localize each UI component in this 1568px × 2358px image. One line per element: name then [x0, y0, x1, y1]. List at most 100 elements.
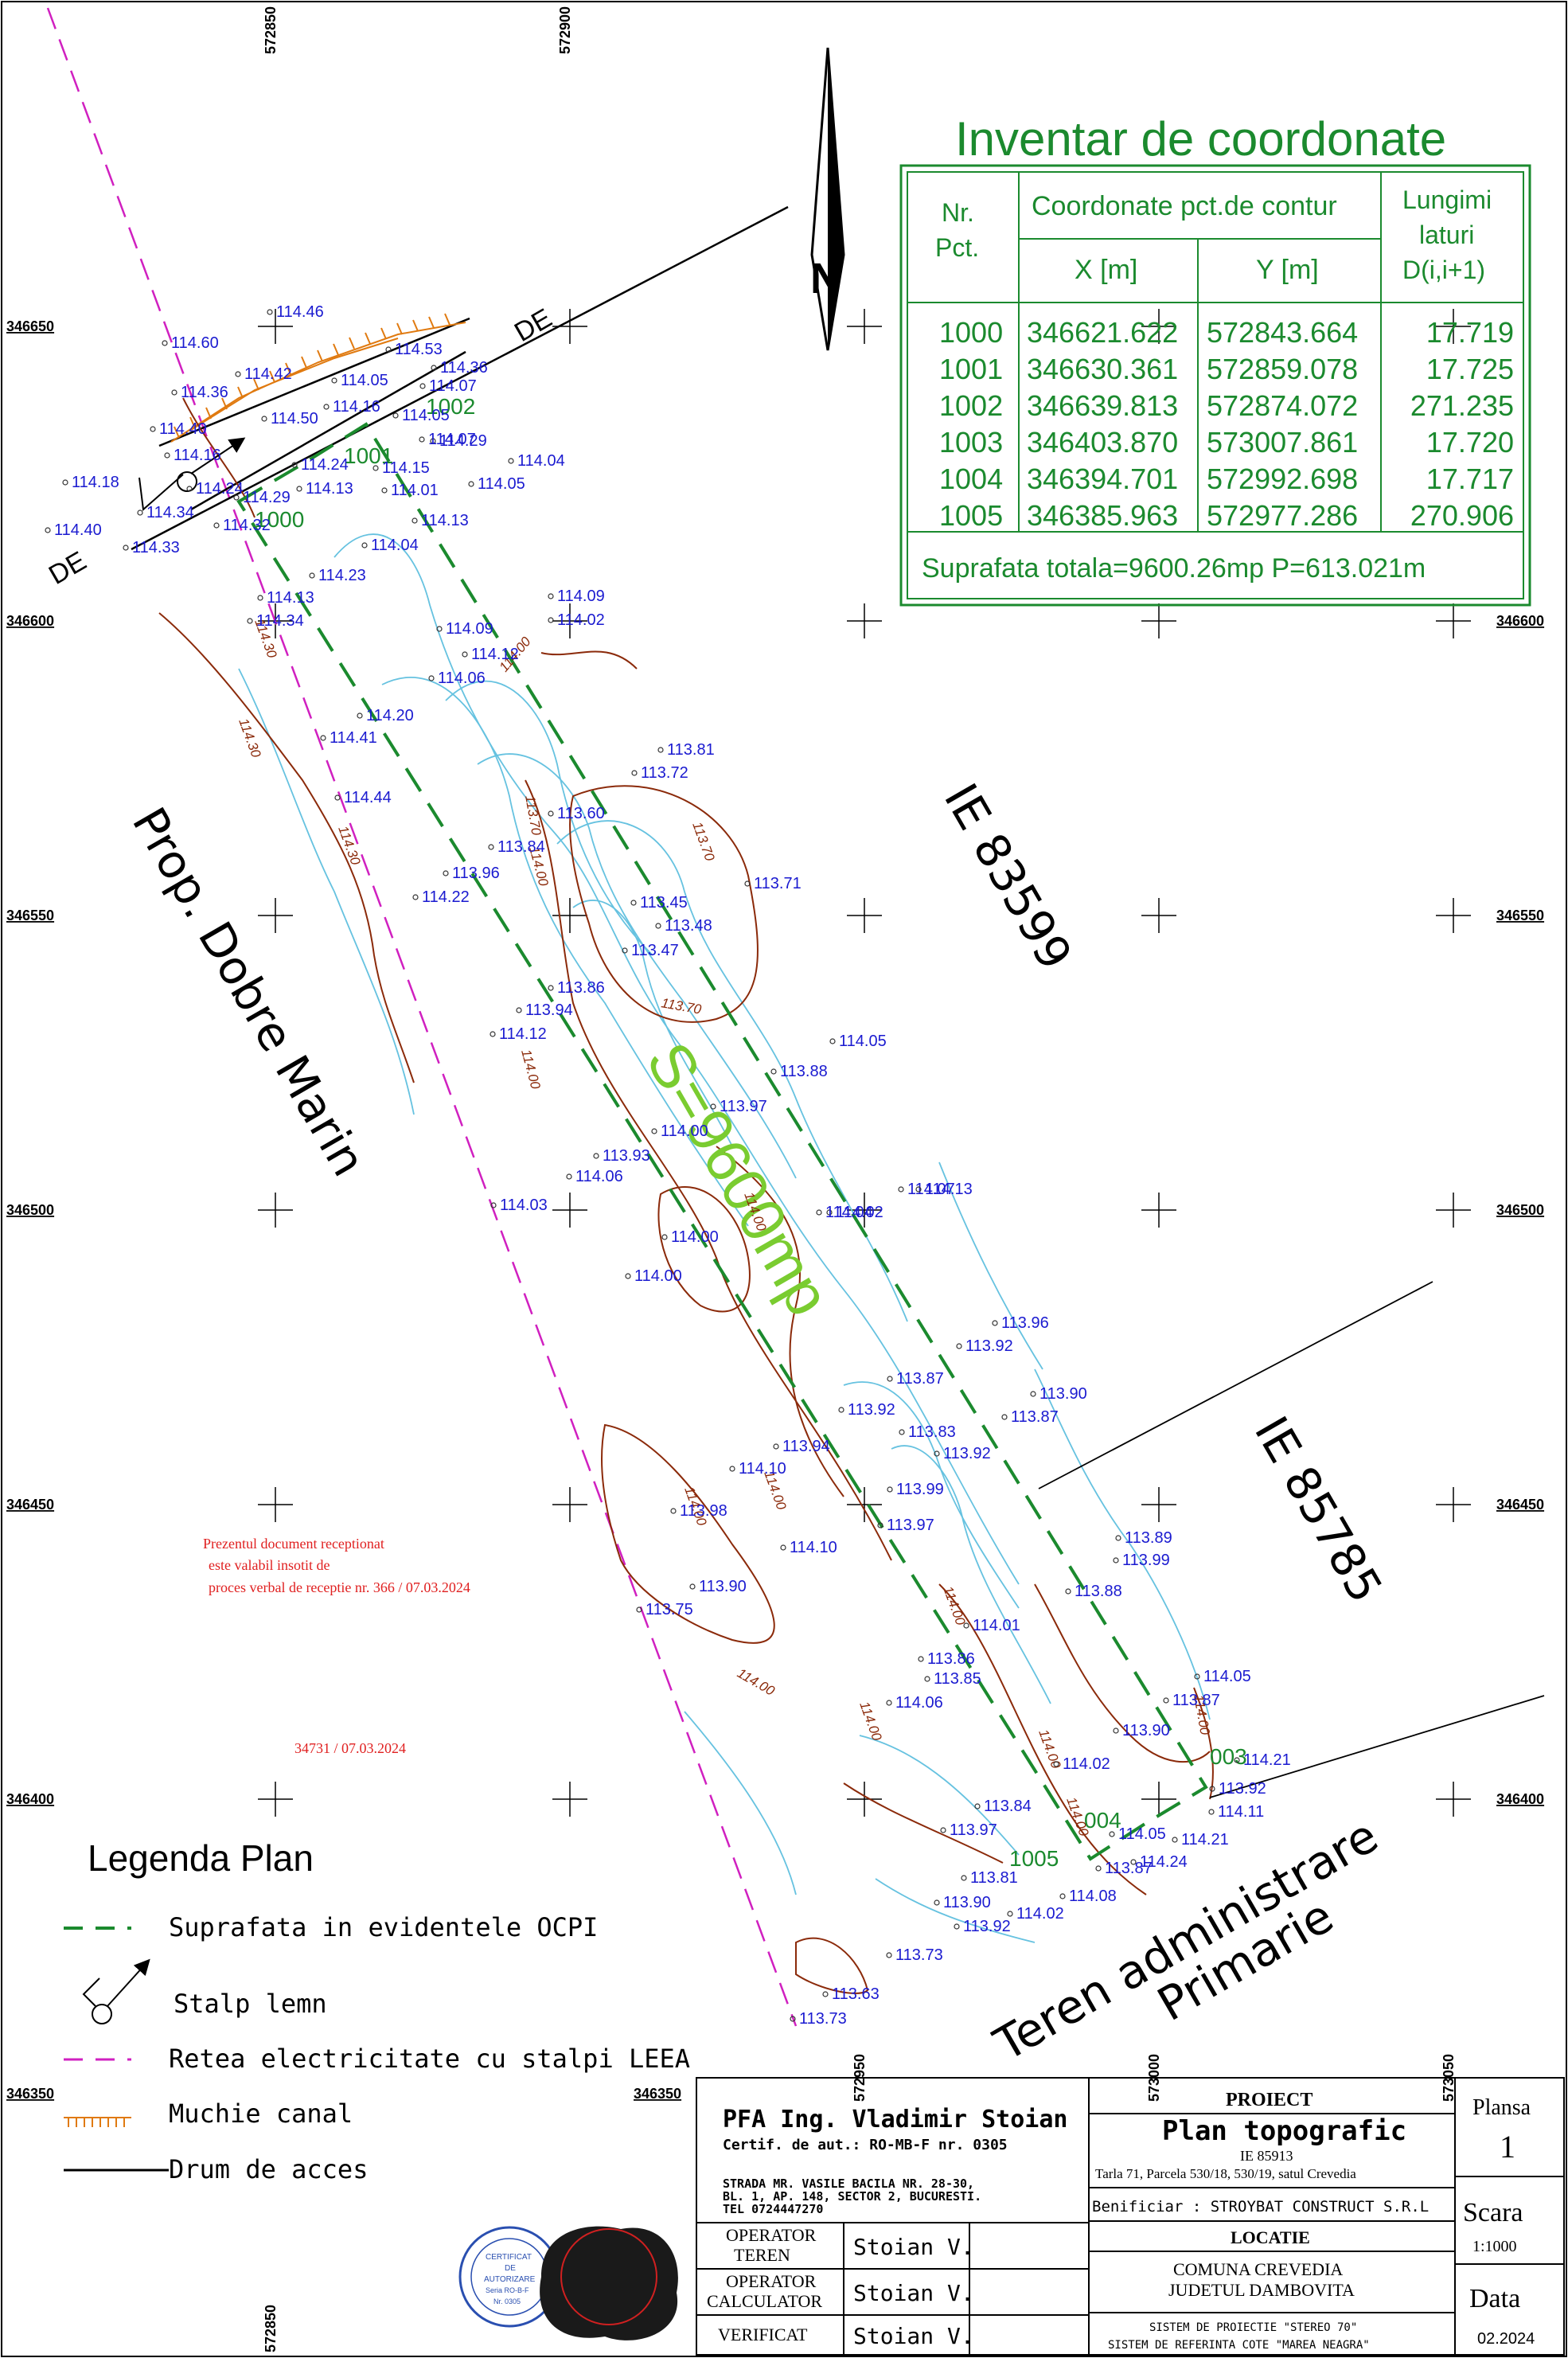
project-title: Plan topografic	[1162, 2115, 1406, 2147]
spot-height-marker	[1007, 1911, 1013, 1917]
spot-height-label: 114.04	[825, 1204, 873, 1221]
spot-height-marker	[162, 340, 168, 346]
project-label: PROIECT	[1226, 2090, 1313, 2110]
spot-height-marker	[710, 1103, 716, 1110]
scale-label: Scara	[1463, 2198, 1523, 2227]
spot-height-marker	[877, 1522, 883, 1528]
inventory-row-nr: 1003	[939, 426, 1003, 459]
spot-height-label: 114.53	[395, 341, 443, 358]
spot-height-label: 114.21	[1243, 1751, 1291, 1769]
grid-y-label: 346500	[1496, 1202, 1544, 1218]
reception-note-line-2: este valabil insotit de	[209, 1557, 330, 1573]
spot-height-label: 113.93	[603, 1147, 650, 1165]
operator-calc-label-2: CALCULATOR	[707, 2291, 822, 2311]
spot-height-marker	[940, 1827, 946, 1833]
spot-height-label: 113.99	[896, 1481, 944, 1498]
spot-height-marker	[655, 923, 661, 929]
inventory-row-length: 17.719	[1426, 316, 1514, 349]
spot-height-label: 113.97	[950, 1821, 997, 1839]
legend-item-pole: Stalp lemn	[174, 1989, 327, 2019]
legend-item-parcel: Suprafata in evidentele OCPI	[169, 1912, 598, 1942]
spot-height-marker	[1172, 1837, 1178, 1843]
location-commune: COMUNA CREVEDIA	[1173, 2259, 1343, 2279]
spot-height-label: 114.21	[1181, 1831, 1229, 1849]
spot-height-label: 114.02	[1016, 1905, 1064, 1923]
legend-title: Legenda Plan	[88, 1837, 314, 1879]
contour-label: 113.70	[660, 995, 703, 1017]
inventory-footer: Suprafata totala=9600.26mp P=613.021m	[922, 553, 1426, 584]
spot-height-label: 114.16	[333, 398, 380, 416]
corner-point-labels: 1000 1001 1002 003 004 1005	[255, 394, 1247, 1871]
spot-height-label: 113.47	[631, 942, 679, 959]
contours-brown	[158, 397, 1214, 1994]
spot-height-label: 114.24	[1140, 1853, 1188, 1871]
spot-height-label: 114.42	[244, 365, 292, 383]
spot-height-marker	[1163, 1697, 1169, 1704]
spot-height-marker	[372, 465, 379, 471]
spot-height-label: 113.73	[799, 2010, 847, 2028]
authorization-stamps: CERTIFICAT DE AUTORIZARE Seria RO-B-F Nr…	[458, 2226, 678, 2340]
spot-height-marker	[309, 572, 315, 579]
spot-height-label: 114.36	[181, 384, 228, 401]
spot-height-marker	[62, 479, 68, 486]
spot-height-marker	[412, 517, 418, 524]
spot-height-marker	[1030, 1391, 1036, 1397]
spot-height-label: 113.97	[720, 1098, 767, 1115]
spot-height-label: 113.96	[452, 865, 500, 882]
spot-height-label: 114.06	[575, 1168, 623, 1185]
title-block	[696, 2077, 1565, 2356]
spot-height-marker	[412, 894, 419, 900]
spot-height-label: 114.41	[330, 729, 377, 747]
spot-height-label: 114.05	[478, 475, 525, 493]
spot-height-label: 114.24	[301, 456, 349, 474]
inventory-row-nr: 1002	[939, 389, 1003, 422]
spot-height-label: 114.02	[1063, 1755, 1110, 1773]
spot-height-label: 113.75	[646, 1601, 693, 1618]
project-location: Tarla 71, Parcela 530/18, 530/19, satul …	[1095, 2166, 1356, 2181]
north-arrow-letter: N	[810, 255, 841, 303]
spot-height-label: 114.11	[1218, 1803, 1264, 1821]
spot-height-label: 114.02	[836, 1204, 883, 1221]
inventory-row-x: 346621.622	[1027, 316, 1178, 349]
spot-height-marker	[992, 1320, 998, 1326]
spot-height-marker	[887, 1376, 893, 1382]
spot-height-label: 113.87	[1172, 1692, 1220, 1709]
spot-height-label: 113.89	[1125, 1529, 1172, 1547]
spot-height-marker	[171, 389, 177, 396]
spot-height-marker	[1234, 1757, 1240, 1763]
grid-crosses	[258, 309, 1471, 1817]
point-1003-label: 003	[1210, 1744, 1247, 1769]
spot-heights: 114.46 114.60 114.53 114.42 114.36 114.05 114.…	[45, 303, 1291, 2028]
spot-height-label: 114.13	[925, 1181, 973, 1198]
spot-height-label: 114.40	[159, 420, 207, 438]
grid-x-label: 572900	[557, 6, 573, 54]
coordinate-inventory: Inventar de coordonate Nr. Pct. Coordona…	[899, 112, 1531, 607]
operator-calc-name: Stoian V.	[853, 2280, 974, 2306]
point-1004-label: 004	[1084, 1808, 1121, 1833]
stamp-line-5: Nr. 0305	[493, 2297, 521, 2305]
spot-height-marker	[1095, 1865, 1102, 1872]
neighbor-label-right-top: IE 83599	[934, 775, 1082, 978]
spot-height-marker	[689, 1583, 696, 1590]
spot-height-marker	[816, 1209, 822, 1216]
grid-x-label: 572850	[263, 6, 279, 54]
spot-height-label: 114.13	[306, 480, 353, 498]
inventory-row-y: 572859.078	[1207, 353, 1358, 385]
location-label: LOCATIE	[1231, 2227, 1310, 2247]
inventory-row-x: 346630.361	[1027, 353, 1178, 385]
firm-phone: TEL 0724447270	[723, 2202, 823, 2216]
spot-height-marker	[45, 527, 51, 533]
spot-height-label: 114.05	[1203, 1668, 1251, 1685]
spot-height-marker	[651, 1128, 657, 1134]
spot-height-label: 114.05	[341, 372, 388, 389]
spot-height-label: 113.90	[1039, 1385, 1087, 1403]
spot-height-label: 114.16	[174, 447, 221, 464]
spot-height-label: 113.63	[832, 1985, 880, 2003]
spot-height-label: 114.32	[223, 517, 271, 534]
spot-height-label: 114.60	[171, 334, 219, 352]
spot-height-label: 114.20	[366, 707, 414, 724]
grid-y-label: 346550	[6, 908, 54, 923]
spot-height-label: 113.60	[557, 805, 605, 822]
firm-address-1: STRADA MR. VASILE BACILA NR. 28-30,	[723, 2176, 974, 2191]
spot-height-marker	[1109, 1831, 1115, 1837]
